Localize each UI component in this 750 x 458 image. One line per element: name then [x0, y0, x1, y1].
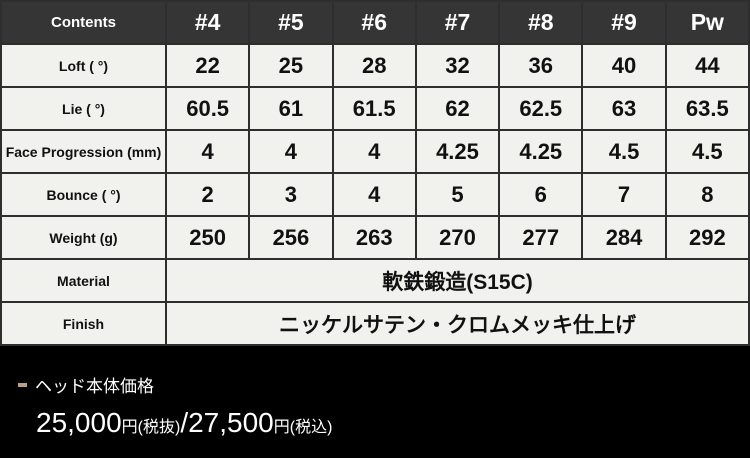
spec-value: 7: [581, 172, 667, 217]
spec-value: 284: [581, 215, 667, 260]
spec-value: 32: [414, 43, 501, 88]
spec-row: Bounce ( °) 2 3 4 5 6 7 8: [0, 172, 750, 217]
spec-value: 250: [164, 215, 251, 260]
price-value: 25,000円(税抜)/27,500円(税込): [36, 407, 750, 439]
header-col: #9: [581, 0, 667, 45]
material-row: Material 軟鉄鍛造(S15C): [0, 258, 750, 303]
spec-value: 4.25: [414, 129, 501, 174]
material-value: 軟鉄鍛造(S15C): [165, 258, 750, 303]
spec-row: Loft ( °) 22 25 28 32 36 40 44: [0, 43, 750, 88]
header-col: #8: [498, 0, 584, 45]
spec-value: 62.5: [498, 86, 584, 131]
row-label: Loft ( °): [0, 43, 167, 88]
spec-value: 25: [248, 43, 334, 88]
spec-value: 263: [331, 215, 417, 260]
header-col: #7: [414, 0, 501, 45]
row-label: Finish: [0, 301, 167, 346]
spec-value: 22: [164, 43, 251, 88]
spec-row: Face Progression (mm) 4 4 4 4.25 4.25 4.5 4.5: [0, 129, 750, 174]
header-col: #5: [248, 0, 334, 45]
spec-value: 3: [248, 172, 334, 217]
spec-value: 8: [664, 172, 750, 217]
price-title: ヘッド本体価格: [35, 377, 154, 396]
spec-value: 40: [581, 43, 667, 88]
spec-table: Contents #4 #5 #6 #7 #8 #9 Pw Loft ( °) 2…: [0, 0, 750, 346]
spec-value: 4: [248, 129, 334, 174]
spec-value: 28: [331, 43, 417, 88]
yen: 円: [121, 419, 138, 436]
price-incl: 27,500: [188, 407, 274, 438]
row-label: Material: [0, 258, 167, 303]
spec-value: 44: [664, 43, 750, 88]
spec-row: Weight (g) 250 256 263 270 277 284 292: [0, 215, 750, 260]
spec-value: 270: [414, 215, 501, 260]
header-row: Contents #4 #5 #6 #7 #8 #9 Pw: [0, 0, 750, 45]
spec-row: Lie ( °) 60.5 61 61.5 62 62.5 63 63.5: [0, 86, 750, 131]
header-col: #4: [164, 0, 251, 45]
header-col: #6: [331, 0, 417, 45]
spec-value: 4: [164, 129, 251, 174]
spec-value: 2: [164, 172, 251, 217]
spec-value: 292: [664, 215, 750, 260]
spec-value: 60.5: [164, 86, 251, 131]
spec-value: 4.5: [664, 129, 750, 174]
row-label: Lie ( °): [0, 86, 167, 131]
spec-value: 5: [414, 172, 501, 217]
spec-value: 4: [331, 129, 417, 174]
spec-value: 61.5: [331, 86, 417, 131]
spec-value: 256: [248, 215, 334, 260]
price-section: ヘッド本体価格 25,000円(税抜)/27,500円(税込): [0, 346, 750, 439]
row-label: Bounce ( °): [0, 172, 167, 217]
price-excl: 25,000: [36, 407, 122, 438]
header-col: Pw: [664, 0, 750, 45]
finish-row: Finish ニッケルサテン・クロムメッキ仕上げ: [0, 301, 750, 346]
yen: 円: [273, 419, 290, 436]
row-label: Weight (g): [0, 215, 167, 260]
spec-value: 277: [498, 215, 584, 260]
tax-excl-note: (税抜): [137, 419, 181, 436]
spec-value: 36: [498, 43, 584, 88]
spec-value: 4.25: [498, 129, 584, 174]
spec-value: 62: [414, 86, 501, 131]
row-label: Face Progression (mm): [0, 129, 167, 174]
spec-value: 63.5: [664, 86, 750, 131]
tax-incl-note: (税込): [289, 419, 333, 436]
spec-value: 63: [581, 86, 667, 131]
header-contents: Contents: [0, 0, 167, 45]
spec-value: 4.5: [581, 129, 667, 174]
spec-value: 6: [498, 172, 584, 217]
finish-value: ニッケルサテン・クロムメッキ仕上げ: [165, 301, 750, 346]
spec-value: 4: [331, 172, 417, 217]
separator: /: [180, 407, 189, 438]
spec-value: 61: [248, 86, 334, 131]
bullet-icon: [18, 382, 27, 387]
